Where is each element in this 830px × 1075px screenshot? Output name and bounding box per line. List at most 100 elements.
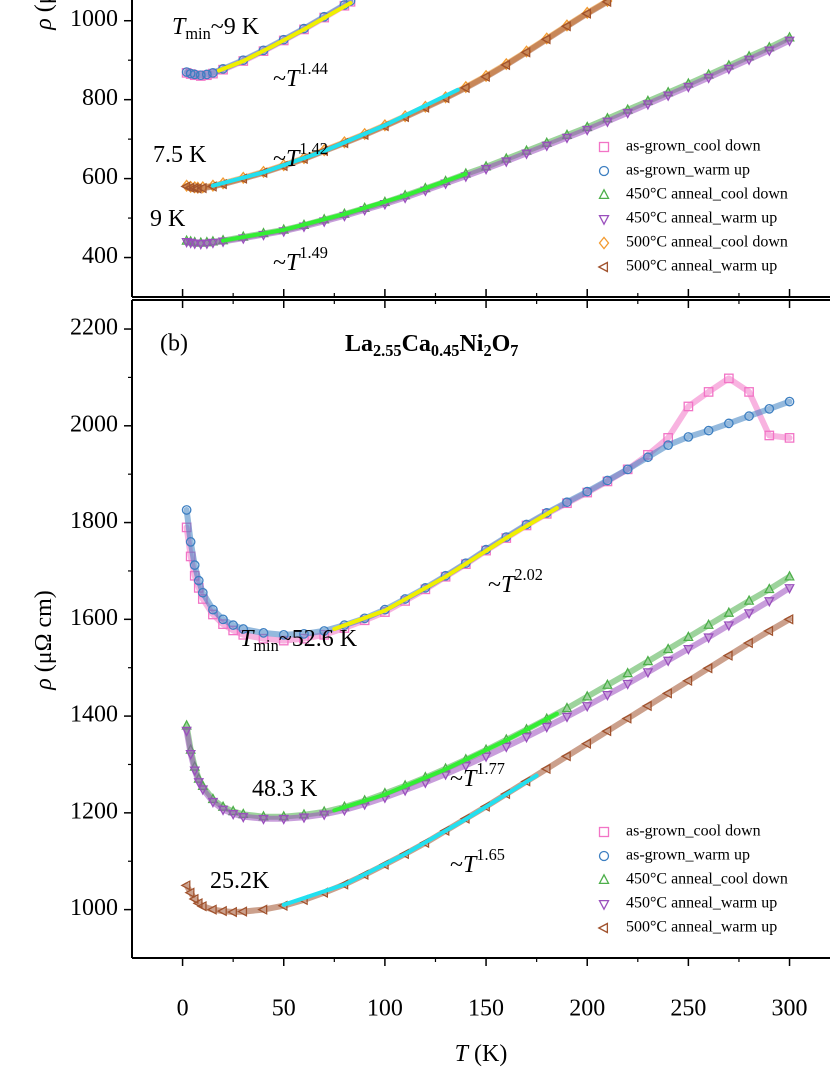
marker bbox=[202, 69, 212, 80]
marker bbox=[598, 141, 610, 153]
marker bbox=[501, 157, 512, 168]
marker bbox=[299, 628, 309, 639]
marker bbox=[180, 880, 191, 891]
text-segment: 2.02 bbox=[514, 565, 543, 584]
legend-text: as-grown_warm up bbox=[626, 162, 750, 179]
marker bbox=[598, 826, 610, 838]
plot-area bbox=[180, 373, 795, 918]
y-axis-label: ρ (μΩ cm) bbox=[31, 0, 57, 31]
text-segment: La bbox=[345, 331, 373, 357]
marker bbox=[562, 497, 572, 508]
marker bbox=[197, 587, 208, 598]
marker bbox=[764, 404, 775, 414]
y-tick-label: 1000 bbox=[70, 6, 118, 32]
marker bbox=[784, 433, 795, 443]
marker bbox=[581, 125, 593, 136]
annotation: ~T2.02 bbox=[488, 565, 543, 598]
x-tick-label: 0 bbox=[177, 996, 189, 1022]
x-tick-label: 250 bbox=[670, 996, 706, 1022]
marker bbox=[602, 691, 613, 702]
panel-label: (b) bbox=[160, 331, 188, 357]
text-segment: ~52.6 K bbox=[279, 626, 358, 652]
marker bbox=[763, 625, 774, 637]
text-segment: (μΩ cm) bbox=[31, 0, 57, 18]
y-axis-label: ρ (μΩ cm) bbox=[31, 590, 57, 691]
legend-text: 450°C anneal_warm up bbox=[626, 210, 777, 227]
marker bbox=[278, 814, 290, 825]
marker bbox=[318, 810, 330, 821]
marker bbox=[783, 614, 794, 625]
text-segment: ρ bbox=[31, 18, 57, 31]
marker bbox=[703, 387, 714, 397]
marker bbox=[784, 36, 795, 47]
marker bbox=[189, 560, 200, 570]
marker bbox=[642, 655, 654, 666]
marker bbox=[181, 505, 192, 515]
marker bbox=[238, 624, 249, 634]
marker bbox=[722, 650, 733, 661]
fit-line bbox=[221, 171, 468, 243]
annotation: Tmin~9 K bbox=[172, 14, 260, 43]
marker bbox=[662, 656, 674, 667]
marker bbox=[784, 396, 795, 407]
marker bbox=[683, 645, 694, 656]
series-band bbox=[183, 37, 793, 247]
text-segment: ~ bbox=[450, 852, 463, 878]
marker bbox=[744, 387, 754, 397]
marker bbox=[598, 873, 610, 885]
marker bbox=[560, 20, 571, 32]
marker bbox=[662, 91, 674, 102]
marker bbox=[189, 766, 200, 777]
marker bbox=[764, 597, 775, 608]
marker bbox=[764, 46, 775, 57]
marker bbox=[582, 486, 593, 497]
text-segment: (μΩ cm) bbox=[31, 590, 57, 678]
text-segment: 1.44 bbox=[299, 59, 328, 78]
x-tick-label: 150 bbox=[468, 996, 504, 1022]
marker bbox=[723, 64, 735, 75]
marker bbox=[298, 813, 310, 824]
marker bbox=[237, 906, 248, 917]
legend-text: as-grown_warm up bbox=[626, 847, 750, 864]
marker bbox=[479, 71, 490, 83]
y-tick-label: 1200 bbox=[70, 798, 118, 824]
text-segment: 2.55 bbox=[373, 341, 402, 360]
marker bbox=[197, 785, 209, 796]
marker bbox=[784, 570, 795, 581]
marker bbox=[723, 373, 734, 384]
marker bbox=[191, 183, 202, 194]
annotation: Tmin~52.6 K bbox=[240, 626, 358, 655]
legend-text: as-grown_cool down bbox=[626, 138, 761, 155]
text-segment: ρ bbox=[31, 678, 57, 691]
marker bbox=[206, 904, 217, 915]
marker bbox=[460, 761, 472, 772]
text-segment: ~9 K bbox=[211, 14, 260, 40]
marker bbox=[208, 604, 218, 615]
marker bbox=[195, 70, 206, 81]
text-segment: T bbox=[286, 146, 301, 172]
marker bbox=[764, 430, 775, 441]
text-segment: Ca bbox=[402, 331, 431, 357]
marker bbox=[682, 675, 693, 687]
marker bbox=[661, 688, 672, 699]
text-segment: T bbox=[286, 66, 301, 92]
marker bbox=[580, 8, 592, 19]
marker bbox=[683, 432, 694, 442]
marker bbox=[217, 805, 229, 816]
marker bbox=[598, 899, 610, 911]
text-segment: 1.65 bbox=[476, 845, 505, 864]
marker bbox=[742, 637, 753, 649]
x-tick-label: 50 bbox=[272, 996, 296, 1022]
annotation: ~T1.49 bbox=[273, 243, 328, 276]
marker bbox=[643, 452, 653, 463]
annotation: 7.5 K bbox=[153, 142, 207, 168]
text-segment: T bbox=[455, 1041, 470, 1067]
marker bbox=[196, 182, 207, 194]
marker bbox=[784, 584, 795, 595]
annotation: ~T1.42 bbox=[273, 139, 328, 172]
marker bbox=[561, 702, 573, 713]
marker bbox=[521, 149, 532, 160]
marker bbox=[184, 887, 195, 898]
marker bbox=[581, 702, 593, 713]
legend-text: 450°C anneal_warm up bbox=[626, 895, 777, 912]
